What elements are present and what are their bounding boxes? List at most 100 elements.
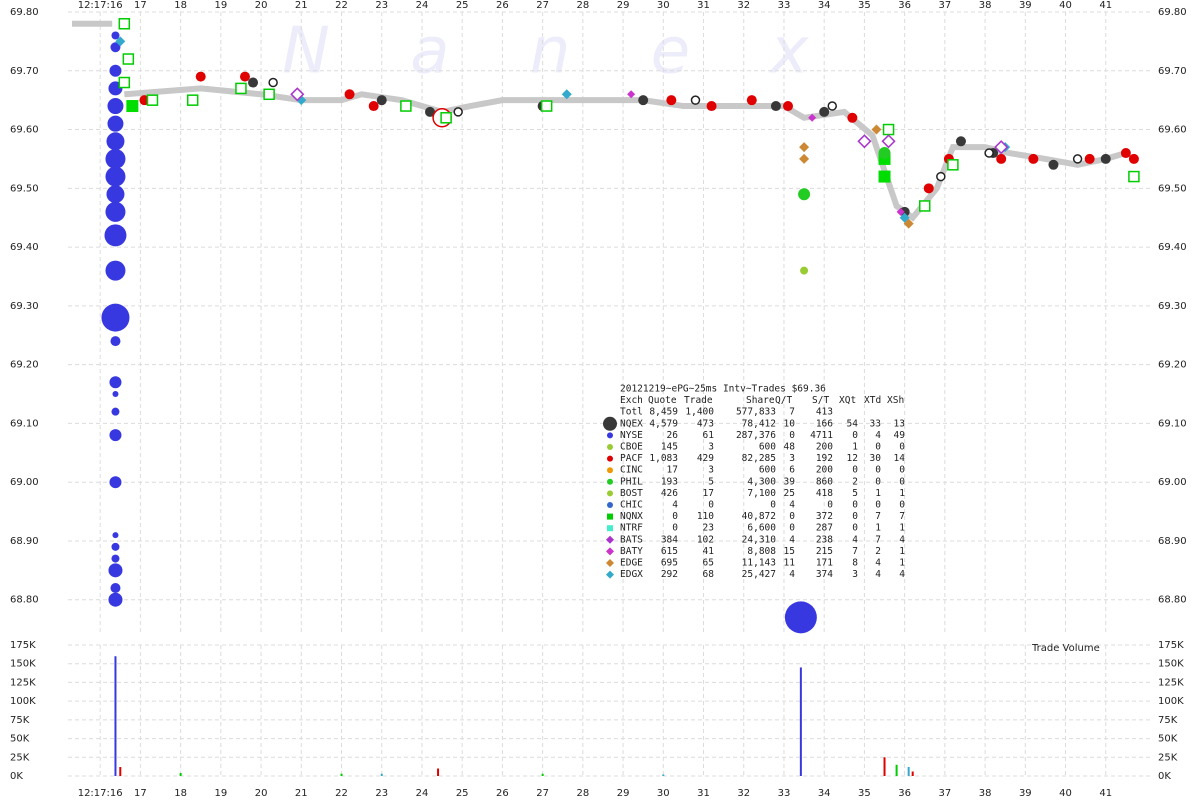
y-tick-label: 69.10 xyxy=(10,418,39,429)
y-tick-label: 69.20 xyxy=(10,360,39,371)
point xyxy=(112,391,119,398)
x-tick-label: 27 xyxy=(536,788,549,799)
table-cell: 0 xyxy=(875,442,881,453)
table-cell: 23 xyxy=(703,523,714,534)
table-cell: 30 xyxy=(870,453,882,464)
volume-bar xyxy=(541,773,544,776)
x-tick-label: 18 xyxy=(174,0,187,11)
table-marker xyxy=(606,535,614,544)
x-tick-label: 31 xyxy=(697,788,710,799)
table-cell: 15 xyxy=(784,546,795,557)
table-cell: 193 xyxy=(661,476,678,487)
x-tick-label: 26 xyxy=(496,788,509,799)
y-tick-label-right: 50K xyxy=(1158,734,1178,745)
table-cell: 0 xyxy=(852,511,858,522)
point xyxy=(109,376,122,389)
table-cell: 78,412 xyxy=(742,418,776,429)
point xyxy=(690,95,701,105)
table-header: Q/T xyxy=(775,395,792,406)
table-cell: 0 xyxy=(789,523,795,534)
point xyxy=(799,142,810,153)
table-cell: 200 xyxy=(816,442,833,453)
x-tick-label: 30 xyxy=(657,0,670,11)
x-tick-label: 36 xyxy=(898,788,911,799)
table-cell: 6 xyxy=(789,465,795,476)
point xyxy=(110,336,121,347)
x-tick-label: 19 xyxy=(214,788,227,799)
table-cell: 0 xyxy=(875,500,881,511)
x-tick-label: 34 xyxy=(818,0,831,11)
table-marker xyxy=(607,502,613,508)
table-cell: 418 xyxy=(816,488,833,499)
x-tick-label: 20 xyxy=(255,788,268,799)
point xyxy=(878,170,891,183)
table-cell: 0 xyxy=(852,430,858,441)
y-tick-label: 69.80 xyxy=(10,7,39,18)
table-cell: Totl xyxy=(620,407,643,418)
x-tick-label: 18 xyxy=(174,788,187,799)
table-cell: 26 xyxy=(667,430,679,441)
table-cell: 4 xyxy=(875,558,881,569)
table-cell: 0 xyxy=(875,465,881,476)
x-tick-label: 24 xyxy=(416,0,429,11)
point xyxy=(122,53,135,65)
point xyxy=(919,200,931,212)
point xyxy=(126,100,139,113)
point xyxy=(195,71,206,82)
table-cell: 39 xyxy=(784,476,796,487)
table-cell: 215 xyxy=(816,546,833,557)
y-tick-label: 50K xyxy=(10,734,30,745)
table-cell: 17 xyxy=(667,465,678,476)
x-tick-label: 35 xyxy=(858,0,871,11)
table-cell: 2 xyxy=(875,546,881,557)
table-cell: 5 xyxy=(852,488,858,499)
x-tick-label: 20 xyxy=(255,0,268,11)
y-tick-label-right: 69.20 xyxy=(1158,360,1187,371)
point xyxy=(899,206,910,217)
point xyxy=(882,123,895,136)
table-cell: 1 xyxy=(899,523,905,534)
point xyxy=(111,31,120,40)
x-tick-label: 35 xyxy=(858,788,871,799)
point xyxy=(400,100,412,112)
point xyxy=(111,554,120,563)
table-marker xyxy=(607,467,613,474)
x-tick-label: 23 xyxy=(375,0,388,11)
table-marker xyxy=(606,547,614,556)
table-cell: 473 xyxy=(697,418,714,429)
point xyxy=(263,88,275,101)
table-cell: 6,600 xyxy=(747,523,776,534)
x-tick-label: 41 xyxy=(1099,788,1112,799)
x-tick-label: 37 xyxy=(938,0,951,11)
point xyxy=(105,166,126,187)
table-cell: 171 xyxy=(816,558,833,569)
table-cell: 54 xyxy=(847,418,859,429)
table-cell: 1 xyxy=(875,488,881,499)
point xyxy=(1128,153,1139,164)
table-cell: 0 xyxy=(672,511,678,522)
table-cell: 25 xyxy=(784,488,795,499)
table-marker xyxy=(607,478,613,485)
point xyxy=(425,106,436,117)
point xyxy=(746,95,757,106)
y-tick-label: 175K xyxy=(10,640,36,651)
point xyxy=(638,95,649,106)
y-tick-label-right: 69.80 xyxy=(1158,7,1187,18)
table-cell: 4 xyxy=(875,569,881,580)
table-cell: 7 xyxy=(852,546,858,557)
point xyxy=(115,36,126,47)
point xyxy=(109,476,122,489)
table-cell: 166 xyxy=(816,418,833,429)
table-cell: 25,427 xyxy=(742,569,776,580)
y-tick-label: 75K xyxy=(10,715,30,726)
table-cell: 3 xyxy=(708,465,714,476)
table-cell: 65 xyxy=(703,558,714,569)
x-tick-label: 32 xyxy=(737,788,750,799)
table-cell: 4 xyxy=(789,534,795,545)
table-cell: NQNX xyxy=(620,511,643,522)
table-cell: 0 xyxy=(899,476,905,487)
point xyxy=(984,148,994,158)
point xyxy=(770,101,781,112)
table-cell: 11,143 xyxy=(742,558,776,569)
y-tick-label-right: 69.10 xyxy=(1158,418,1187,429)
